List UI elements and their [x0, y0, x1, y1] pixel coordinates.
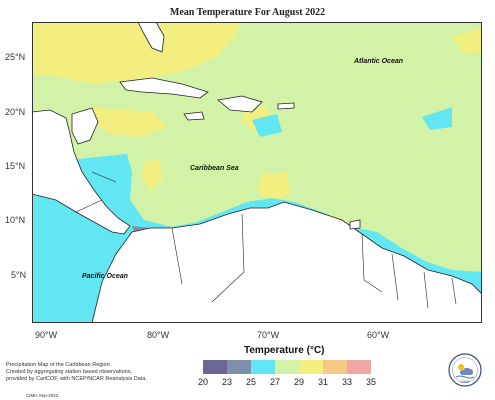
cloud-icon: [460, 367, 473, 375]
credit-line: Created by aggregating station based obs…: [6, 369, 132, 375]
legend-swatch: [251, 360, 275, 374]
lat-tick-15n: 15°N: [5, 161, 26, 171]
legend-swatch: [323, 360, 347, 374]
legend-swatch: [347, 360, 371, 374]
map-frame: [32, 22, 482, 323]
lon-tick-70w: 70°W: [257, 330, 280, 340]
lat-tick-10n: 10°N: [5, 215, 26, 225]
legend-tick-label: 35: [366, 377, 376, 387]
sun-icon: [458, 364, 464, 370]
credit-text: Precipitation Map of the Caribbean Regio…: [6, 362, 196, 383]
logo-inner-ring: [452, 357, 478, 383]
legend-swatch: [299, 360, 323, 374]
legend-colorbar: 20 23 25 27 29 31 33 35: [198, 360, 376, 387]
legend-tick-label: 20: [198, 377, 208, 387]
land-masses: [32, 22, 482, 323]
lat-tick-20n: 20°N: [5, 107, 26, 117]
legend-tick-label: 31: [318, 377, 328, 387]
credit-line: Precipitation Map of the Caribbean Regio…: [6, 362, 112, 368]
lon-tick-80w: 80°W: [147, 330, 170, 340]
legend-swatch: [203, 360, 227, 374]
legend-tick-label: 25: [246, 377, 256, 387]
lat-tick-5n: 5°N: [11, 270, 27, 280]
legend-tick-label: 23: [222, 377, 232, 387]
credit-line: provided by CariCOF, with NCEP/NCAR Rean…: [6, 376, 147, 382]
caribbean-label: Caribbean Sea: [190, 165, 239, 172]
legend-title: Temperature (°C): [244, 345, 325, 356]
logo-text: CIMH: [461, 380, 470, 384]
legend-tick-label: 29: [294, 377, 304, 387]
legend-swatch: [275, 360, 299, 374]
lon-tick-60w: 60°W: [367, 330, 390, 340]
credit-date: CIMH Sep-2022: [26, 393, 59, 398]
temperature-map: Atlantic Ocean Caribbean Sea Pacific Oce…: [32, 22, 482, 323]
atlantic-label: Atlantic Ocean: [353, 58, 403, 65]
country-borders: [75, 171, 457, 309]
pacific-label: Pacific Ocean: [82, 273, 128, 280]
lon-tick-90w: 90°W: [35, 330, 58, 340]
legend-swatch: [227, 360, 251, 374]
cimh-logo: CIMH: [448, 353, 482, 387]
legend-tick-label: 33: [342, 377, 352, 387]
legend-tick-label: 27: [270, 377, 280, 387]
wave-icon: [455, 375, 475, 379]
lat-tick-25n: 25°N: [5, 52, 26, 62]
map-title: Mean Temperature For August 2022: [169, 7, 326, 18]
